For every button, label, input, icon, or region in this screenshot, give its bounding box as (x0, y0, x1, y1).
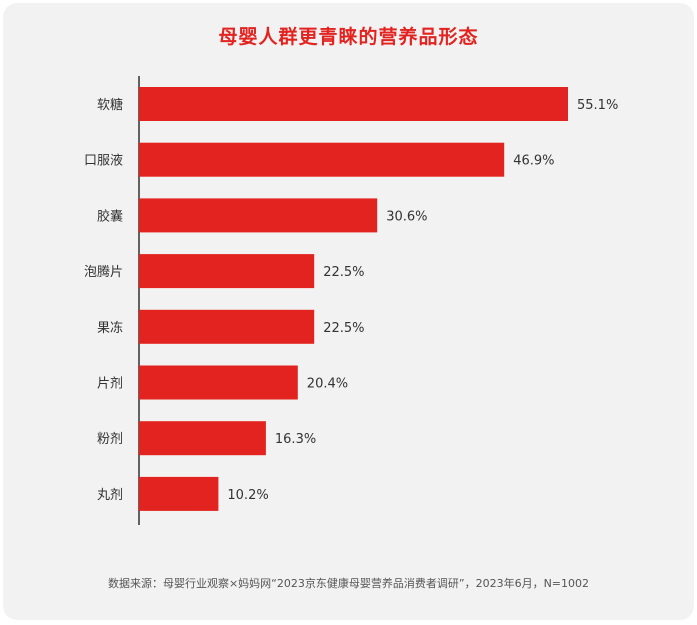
category-label-3: 胶囊 (97, 208, 123, 224)
bar-chart: 软糖 55.1% 口服液 46.9% 胶囊 30.6% 泡腾片 22.5% 果冻 22.5% 片剂 2… (84, 76, 618, 525)
category-label-4: 泡腾片 (84, 264, 123, 280)
bar-3 (139, 198, 378, 233)
category-label-5: 果冻 (97, 320, 123, 336)
bar-5 (139, 309, 315, 344)
category-label-8: 丸剂 (97, 488, 123, 503)
value-label-7: 16.3% (275, 432, 316, 447)
value-label-5: 22.5% (323, 321, 364, 336)
value-label-6: 20.4% (307, 377, 348, 392)
bar-1 (139, 87, 568, 121)
category-label-7: 粉剂 (97, 432, 123, 447)
value-label-8: 10.2% (227, 488, 268, 503)
value-label-2: 46.9% (513, 154, 554, 169)
bar-7 (139, 421, 266, 456)
value-label-3: 30.6% (386, 209, 427, 224)
category-label-2: 口服液 (84, 154, 123, 169)
bar-8 (139, 476, 219, 511)
category-label-6: 片剂 (97, 377, 123, 392)
bar-6 (139, 365, 298, 400)
category-label-1: 软糖 (97, 97, 123, 113)
bar-2 (139, 142, 505, 177)
value-label-4: 22.5% (323, 265, 364, 280)
bar-4 (139, 254, 315, 289)
value-label-1: 55.1% (577, 98, 618, 113)
chart-title: 母婴人群更青睐的营养品形态 (218, 26, 479, 48)
source-note: 数据来源：母婴行业观察×妈妈网“2023京东健康母婴营养品消费者调研”，2023… (107, 577, 590, 590)
